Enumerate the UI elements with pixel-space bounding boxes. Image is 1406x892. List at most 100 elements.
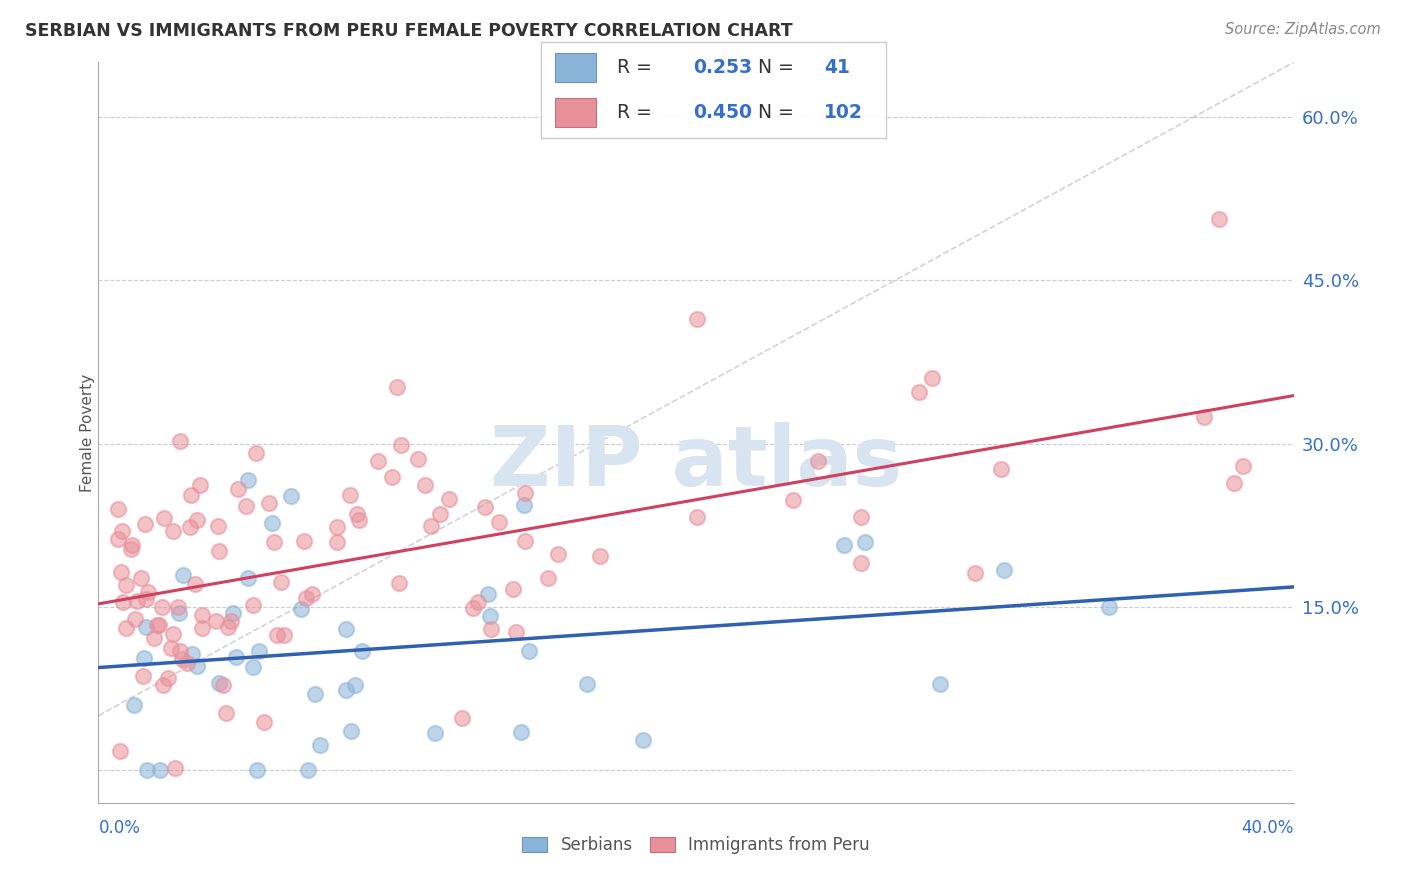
Point [235,500,257,514]
Point [166,600,188,615]
Point [1208,211,1230,226]
Point [513,486,536,500]
Text: 0.0%: 0.0% [98,820,141,838]
Text: ZIP atlas: ZIP atlas [489,422,903,503]
Point [184,577,207,591]
Point [335,683,357,698]
Text: N =: N = [758,59,800,78]
Point [413,478,436,492]
Point [515,534,537,549]
Point [928,677,950,691]
Point [172,568,194,582]
Point [463,601,485,615]
Point [1232,458,1254,473]
Point [513,498,536,512]
Point [162,627,184,641]
Point [247,644,270,658]
Point [111,595,134,609]
Point [270,574,292,589]
Point [121,538,143,552]
Point [423,726,446,740]
Point [1192,410,1215,425]
Point [246,763,269,777]
Point [273,628,295,642]
Point [853,534,876,549]
Point [389,438,412,452]
Point [156,671,179,685]
Point [176,657,198,671]
Point [589,549,612,563]
Point [537,571,560,585]
Point [135,591,157,606]
Point [207,519,229,533]
Point [169,434,191,449]
Point [479,622,502,636]
Point [280,489,302,503]
Text: R =: R = [617,59,658,78]
Point [148,618,170,632]
Point [152,599,174,614]
Point [179,519,201,533]
Point [122,698,145,712]
Text: 0.253: 0.253 [693,59,752,78]
Point [488,515,510,529]
Point [367,454,389,468]
Point [849,510,872,524]
Text: N =: N = [758,103,800,121]
Point [381,470,404,484]
Point [107,532,129,546]
Text: R =: R = [617,103,658,121]
Point [309,738,332,752]
Point [292,533,315,548]
Point [344,678,367,692]
Point [478,609,501,624]
Point [163,762,186,776]
Point [169,606,191,620]
Point [437,492,460,507]
Point [111,524,134,538]
Text: 41: 41 [824,59,849,78]
Point [429,507,451,521]
Point [631,733,654,747]
Point [186,658,208,673]
Point [385,380,408,394]
Point [190,621,212,635]
Point [335,622,357,636]
Point [450,711,472,725]
Point [181,647,204,661]
Point [204,614,226,628]
Point [191,608,214,623]
Point [502,582,524,596]
Point [266,628,288,642]
Text: 102: 102 [824,103,863,121]
Point [477,587,499,601]
Point [965,566,987,580]
Point [406,451,429,466]
Point [152,511,174,525]
Point [136,584,159,599]
Point [352,644,374,658]
Point [339,488,361,502]
Point [304,687,326,701]
Point [217,620,239,634]
Point [1222,475,1244,490]
Point [340,724,363,739]
Point [222,607,245,621]
Point [186,513,208,527]
Y-axis label: Female Poverty: Female Poverty [80,374,94,491]
Point [467,595,489,609]
Point [295,591,318,605]
Point [124,612,146,626]
Point [208,543,231,558]
Point [301,587,323,601]
Point [172,652,194,666]
Legend: Serbians, Immigrants from Peru: Serbians, Immigrants from Peru [516,830,876,861]
Point [120,541,142,556]
Point [149,763,172,777]
Point [253,715,276,730]
Point [242,660,264,674]
Point [211,678,233,692]
Point [160,640,183,655]
Point [108,744,131,758]
Point [236,473,259,487]
